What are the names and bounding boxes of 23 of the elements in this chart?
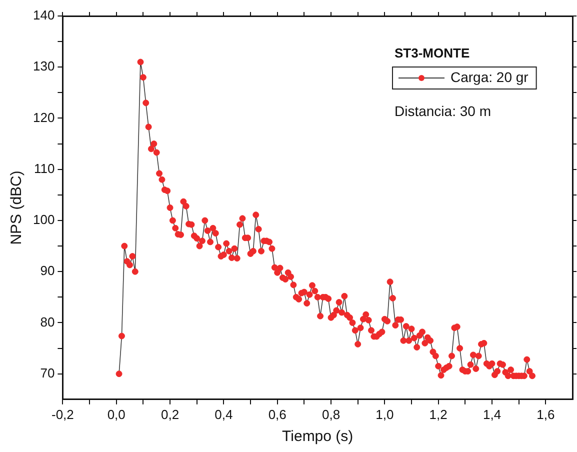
x-tick-label: 0,4 (214, 406, 233, 422)
y-tick-label: 90 (40, 263, 55, 278)
x-tick-label: 0,2 (160, 406, 180, 422)
y-tick-label: 70 (40, 365, 55, 380)
x-tick-label: 1,2 (429, 406, 448, 422)
legend-label: Carga: 20 gr (450, 68, 529, 85)
x-tick-label: 0,0 (107, 406, 126, 422)
x-tick-label: 1,6 (536, 406, 555, 422)
annotation: Distancia: 30 m (394, 102, 491, 119)
y-tick-label: 140 (32, 8, 55, 23)
x-axis-title: Tiempo (s) (282, 428, 354, 446)
x-tick-label: 1,4 (482, 406, 502, 422)
y-tick-label: 110 (34, 160, 55, 176)
x-tick-label: -0,2 (51, 406, 74, 422)
legend-title: ST3-MONTE (394, 46, 470, 61)
y-tick-label: 130 (32, 58, 55, 74)
y-tick-label: 100 (32, 212, 55, 228)
y-tick-label: 120 (32, 110, 55, 125)
y-axis-title: NPS (dBC) (8, 170, 26, 245)
y-tick-label: 80 (40, 314, 55, 330)
x-tick-label: 0,8 (322, 406, 340, 422)
x-tick-label: 1,0 (376, 406, 394, 422)
x-tick-label: 0,6 (268, 406, 286, 422)
